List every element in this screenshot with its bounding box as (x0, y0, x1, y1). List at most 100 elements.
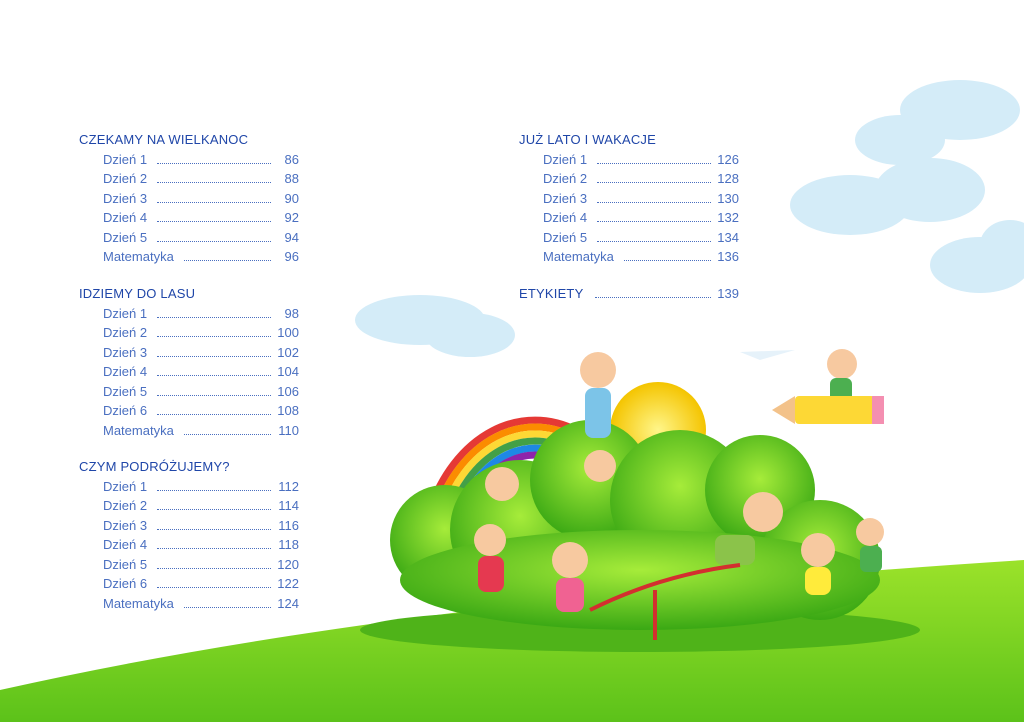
leader-dots (597, 240, 711, 242)
toc-entry: Dzień 2 128 (543, 169, 739, 189)
page-number: 114 (278, 498, 299, 514)
toc-entry: Dzień 3 116 (103, 516, 299, 536)
page-number: 94 (284, 229, 299, 245)
entry-label: Matematyka (103, 595, 174, 611)
section-title: CZEKAMY NA WIELKANOC (79, 132, 249, 147)
entry-label: Matematyka (103, 422, 174, 438)
page-number: 126 (717, 151, 739, 167)
page-number: 132 (717, 210, 739, 226)
toc-section: ETYKIETY 139 (519, 284, 739, 304)
entry-label: Dzień 4 (103, 364, 148, 380)
leader-dots (157, 394, 271, 396)
entry-label: Dzień 4 (543, 210, 588, 226)
entry-label: Dzień 3 (543, 190, 588, 206)
toc-section: JUŻ LATO I WAKACJE Dzień 1 126 Dzień 2 128 Dz… (519, 130, 739, 267)
entry-label: Dzień 5 (103, 556, 148, 572)
entry-label: Matematyka (543, 249, 614, 265)
leader-dots (157, 182, 271, 184)
toc-entry: Dzień 5 106 (103, 382, 299, 402)
leader-dots (157, 201, 271, 203)
page-number: 88 (284, 171, 299, 187)
entry-label: Dzień 3 (103, 517, 148, 533)
toc-entry: Dzień 4 92 (103, 208, 299, 228)
leader-dots (157, 489, 271, 491)
page-number: 98 (284, 305, 299, 321)
page-number: 90 (284, 190, 299, 206)
leader-dots (157, 375, 271, 377)
leader-dots (157, 355, 271, 357)
entry-label: Dzień 2 (103, 171, 148, 187)
page-number: 102 (277, 344, 299, 360)
leader-dots (597, 162, 711, 164)
page-number: 104 (277, 364, 299, 380)
leader-dots (157, 336, 271, 338)
entry-label: Dzień 4 (103, 537, 148, 553)
seesaw (589, 563, 741, 640)
leader-dots (597, 221, 711, 223)
leader-dots (183, 433, 271, 435)
toc-entry: Dzień 1 112 (103, 477, 299, 497)
entry-label: Matematyka (103, 249, 174, 265)
toc-entry: Dzień 2 100 (103, 323, 299, 343)
page-number: 96 (284, 249, 299, 265)
section-title: CZYM PODRÓŻUJEMY? (79, 459, 230, 474)
toc-entry: Dzień 5 120 (103, 555, 299, 575)
toc-entry: Dzień 1 126 (543, 150, 739, 170)
toc-entry: Dzień 1 86 (103, 150, 299, 170)
page-number: 118 (278, 537, 299, 553)
entry-label: Dzień 2 (543, 171, 588, 187)
entry-label: Dzień 1 (103, 478, 148, 494)
page-number: 100 (277, 325, 299, 341)
leader-dots (183, 606, 271, 608)
leader-dots (157, 528, 271, 530)
page-number: 86 (284, 151, 299, 167)
toc-entry: Dzień 5 134 (543, 228, 739, 248)
toc-entry: Matematyka 136 (543, 247, 739, 267)
leader-dots (157, 240, 271, 242)
leader-dots (157, 567, 271, 569)
entry-label: Dzień 3 (103, 190, 148, 206)
entry-label: Dzień 2 (103, 498, 148, 514)
leader-dots (597, 182, 711, 184)
entry-label: Dzień 4 (103, 210, 148, 226)
page-number: 106 (277, 383, 299, 399)
section-title: IDZIEMY DO LASU (79, 286, 196, 301)
toc-section: CZYM PODRÓŻUJEMY? Dzień 1 112 Dzień 2 114 Dzi… (79, 457, 299, 613)
toc-section: IDZIEMY DO LASU Dzień 1 98 Dzień 2 100 Dzień … (79, 284, 299, 440)
clouds (355, 80, 1024, 357)
page-number: 130 (717, 190, 739, 206)
page-number: 112 (278, 478, 299, 494)
section-title: ETYKIETY (519, 286, 584, 301)
page-number: 116 (278, 517, 299, 533)
page-number: 120 (277, 556, 299, 572)
leader-dots (157, 162, 271, 164)
toc-entry: Dzień 4 104 (103, 362, 299, 382)
entry-label: Dzień 1 (103, 305, 148, 321)
pencil (772, 396, 884, 424)
paper-plane (740, 350, 795, 360)
toc-entry: Dzień 6 122 (103, 574, 299, 594)
page-number: 122 (277, 576, 299, 592)
page-number: 136 (717, 249, 739, 265)
toc-entry: Dzień 3 102 (103, 343, 299, 363)
page-number: 124 (277, 595, 299, 611)
toc-section: CZEKAMY NA WIELKANOC Dzień 1 86 Dzień 2 88 Dz… (79, 130, 299, 267)
leader-dots (157, 316, 271, 318)
toc-entry: Dzień 4 132 (543, 208, 739, 228)
toc-entry: Matematyka 96 (103, 247, 299, 267)
page-number: 108 (277, 403, 299, 419)
toc-entry: Matematyka 124 (103, 594, 299, 614)
toc-entry: Dzień 6 108 (103, 401, 299, 421)
entry-label: Dzień 1 (103, 151, 148, 167)
leader-dots (157, 414, 271, 416)
toc-entry: Dzień 1 98 (103, 304, 299, 324)
toc-entry: Dzień 4 118 (103, 535, 299, 555)
entry-label: Dzień 6 (103, 403, 148, 419)
toc-entry: Matematyka 110 (103, 421, 299, 441)
leader-dots (157, 509, 271, 511)
entry-label: Dzień 5 (103, 383, 148, 399)
entry-label: Dzień 3 (103, 344, 148, 360)
leader-dots (157, 221, 271, 223)
